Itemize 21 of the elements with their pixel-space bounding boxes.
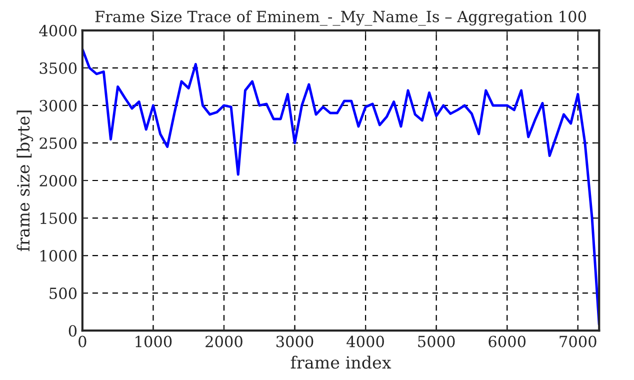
- y-tick-label: 2500: [40, 137, 77, 149]
- y-tick-label: 4000: [39, 24, 77, 36]
- y-tick-label: 500: [50, 288, 77, 300]
- y-tick-label: 1000: [40, 250, 77, 262]
- y-tick-label: 0: [68, 325, 77, 337]
- x-tick-label: 5000: [418, 336, 455, 348]
- x-tick-label: 6000: [488, 336, 526, 348]
- chart-title: Frame Size Trace of Eminem_-_My_Name_Is – Aggregation 100: [95, 10, 586, 26]
- x-tick-label: 4000: [346, 336, 384, 348]
- y-tick-label: 2000: [40, 174, 77, 187]
- x-tick-label: 2000: [206, 336, 242, 348]
- y-axis-title: frame size [byte]: [16, 110, 34, 252]
- x-axis-title: frame index: [290, 356, 392, 369]
- x-tick-label: 0: [78, 336, 86, 348]
- line-series: [82, 48, 600, 326]
- y-tick-label: 3000: [40, 100, 77, 112]
- y-tick-label: 1500: [40, 212, 77, 224]
- x-tick-label: 1000: [136, 336, 172, 348]
- y-tick-label: 3500: [40, 62, 77, 74]
- x-tick-label: 7000: [560, 336, 596, 348]
- x-tick-label: 3000: [276, 336, 314, 348]
